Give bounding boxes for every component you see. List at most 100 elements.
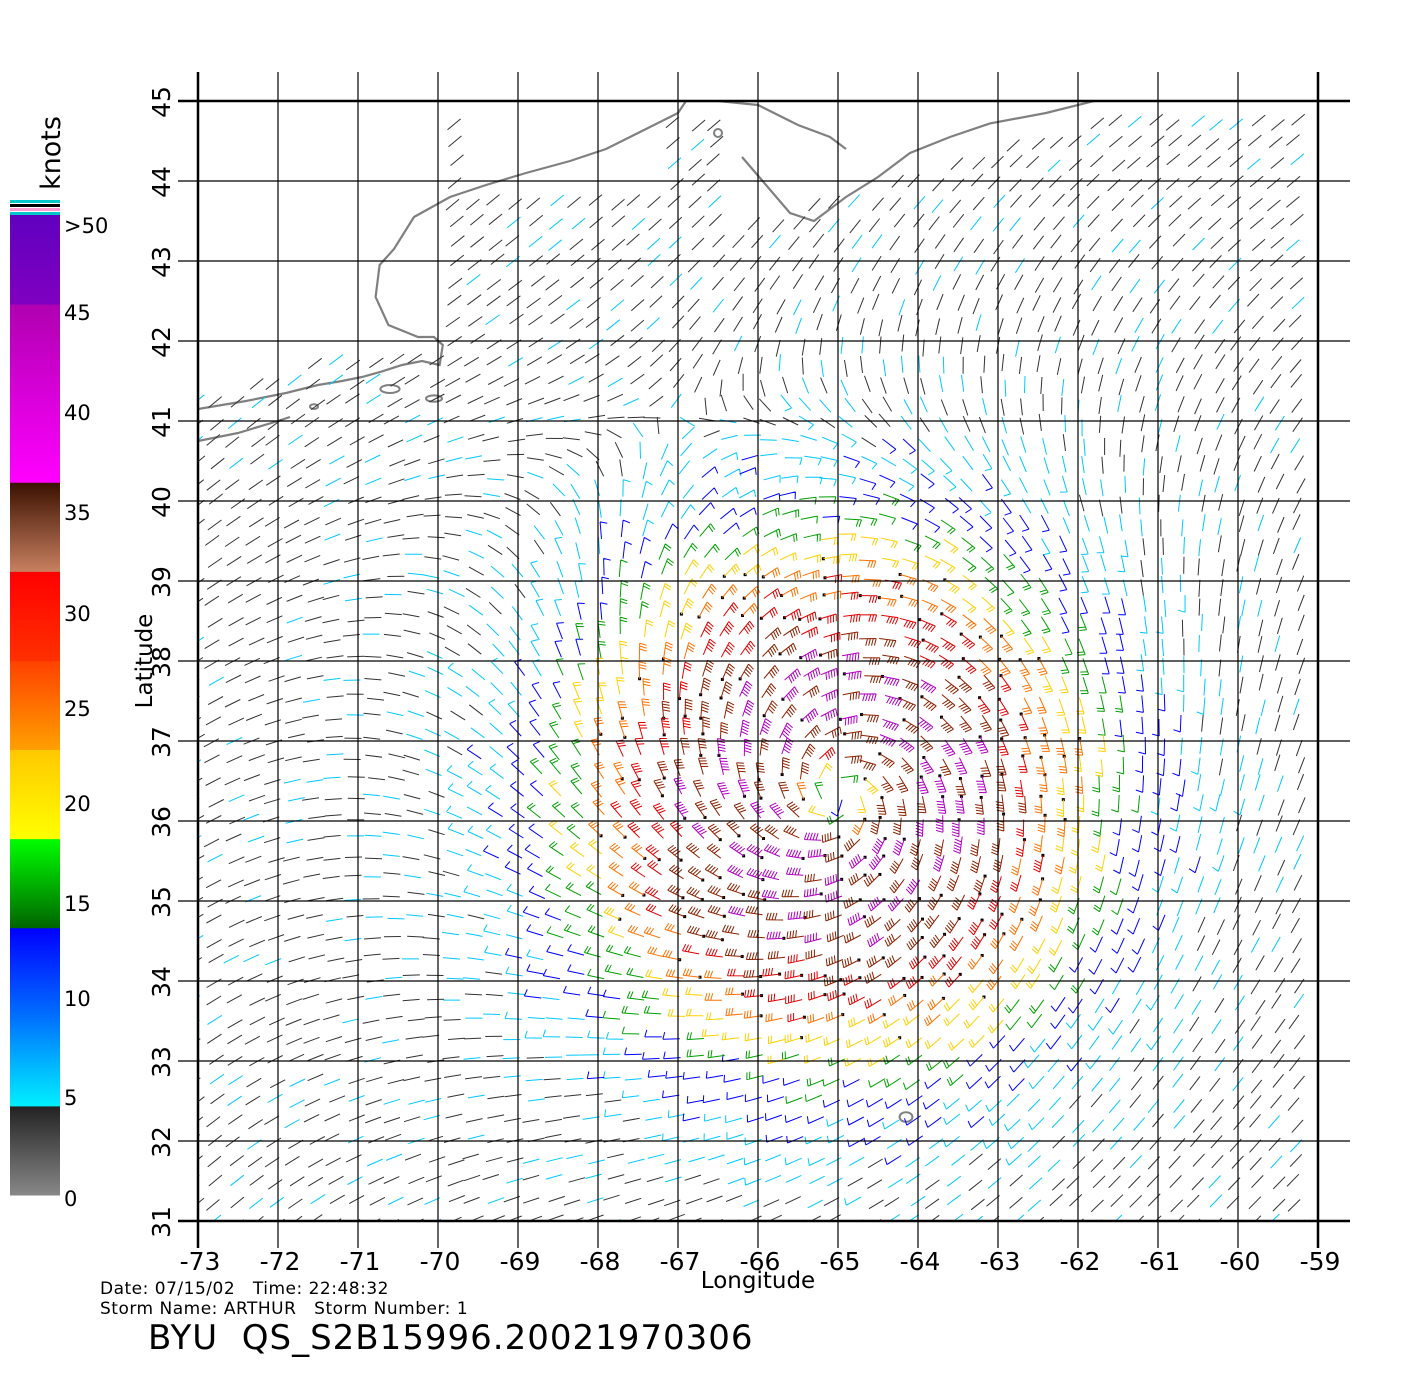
latitude-tick-label: 33 bbox=[147, 1046, 176, 1078]
rain-flag-dot bbox=[678, 958, 682, 962]
longitude-tick-label: -66 bbox=[740, 1247, 781, 1276]
rain-flag-dot bbox=[902, 976, 906, 980]
rain-flag-dot bbox=[660, 794, 664, 798]
wind-barb-group bbox=[548, 533, 1106, 1067]
rain-flag-dot bbox=[1022, 838, 1026, 842]
rain-flag-dot bbox=[943, 932, 947, 936]
rain-flag-dot bbox=[921, 638, 925, 642]
axis-tick-labels: -73 -72 -71 -70 -69 -68 -67 -66 -65 -64 -63 -62 -61 -… bbox=[147, 86, 1340, 1276]
longitude-tick-label: -59 bbox=[1300, 1247, 1341, 1276]
rain-flag-dot bbox=[842, 672, 846, 676]
longitude-tick-label: -64 bbox=[900, 1247, 941, 1276]
rain-flag-dot bbox=[717, 753, 721, 757]
rain-flag-dot bbox=[898, 697, 902, 701]
rain-flag-dot bbox=[799, 656, 803, 660]
colorbar-label: 25 bbox=[64, 697, 91, 721]
colorbar-band bbox=[10, 571, 60, 661]
rain-flag-dot bbox=[679, 858, 683, 862]
rain-flag-dot bbox=[759, 796, 763, 800]
rain-flag-dot bbox=[957, 818, 961, 822]
colorbar-swatch bbox=[10, 212, 60, 215]
wind-barb-group bbox=[588, 559, 1084, 1027]
rain-flag-dot bbox=[742, 596, 746, 600]
rain-flag-dot bbox=[880, 796, 884, 800]
wind-barb-group bbox=[526, 493, 1141, 1104]
rain-flag-dot bbox=[1078, 736, 1082, 740]
rain-flag-dot bbox=[720, 677, 724, 681]
rain-flag-dot bbox=[623, 735, 627, 739]
colorbar-band bbox=[10, 215, 60, 305]
rain-flag-dot bbox=[722, 896, 726, 900]
rain-flag-dot bbox=[958, 972, 962, 976]
rain-flag-dot bbox=[842, 992, 846, 996]
rain-flag-dot bbox=[902, 718, 906, 722]
rain-flag-dot bbox=[698, 975, 702, 979]
rain-flag-dot bbox=[1020, 917, 1024, 921]
colorbar-label: 30 bbox=[64, 602, 91, 626]
colorbar-label: >50 bbox=[64, 214, 108, 238]
colorbar-band bbox=[10, 838, 60, 929]
rain-flag-dot bbox=[939, 715, 943, 719]
longitude-tick-label: -60 bbox=[1220, 1247, 1261, 1276]
rain-flag-dot bbox=[938, 774, 942, 778]
wind-barb-group bbox=[673, 648, 989, 948]
rain-flag-dot bbox=[699, 716, 703, 720]
rain-flag-dot bbox=[843, 732, 847, 736]
rain-flag-dot bbox=[683, 816, 687, 820]
rain-flag-dot bbox=[978, 696, 982, 700]
rain-flag-dot bbox=[620, 777, 624, 781]
latitude-tick-label: 42 bbox=[147, 326, 176, 358]
wind-barb-group bbox=[610, 574, 1044, 1023]
rain-flag-dot bbox=[741, 892, 745, 896]
longitude-tick-label: -70 bbox=[420, 1247, 461, 1276]
rain-flag-dot bbox=[878, 872, 882, 876]
island-outline bbox=[713, 128, 723, 138]
longitude-tick-label: -71 bbox=[340, 1247, 381, 1276]
latitude-tick-label: 40 bbox=[147, 486, 176, 518]
longitude-tick-label: -61 bbox=[1140, 1247, 1181, 1276]
storm-name-value: ARTHUR bbox=[223, 1299, 297, 1319]
product-id: BYU QS_S2B15996.20021970306 bbox=[148, 1318, 754, 1358]
wind-barb-group bbox=[466, 438, 1201, 1166]
longitude-tick-label: -73 bbox=[180, 1247, 221, 1276]
colorbar-label: 0 bbox=[64, 1187, 77, 1211]
coastline bbox=[198, 101, 1099, 1123]
latitude-tick-label: 38 bbox=[147, 646, 176, 678]
latitude-tick-label: 32 bbox=[147, 1126, 176, 1158]
rain-flag-dot bbox=[801, 856, 805, 860]
latitude-tick-label: 36 bbox=[147, 806, 176, 838]
rain-flag-dot bbox=[1041, 853, 1045, 857]
latitude-tick-label: 41 bbox=[147, 406, 176, 438]
coastline-segment bbox=[198, 415, 291, 443]
colorbar-swatch bbox=[10, 204, 60, 207]
colorbar-unit-label: knots bbox=[36, 116, 67, 190]
rain-flag-dot bbox=[920, 936, 924, 940]
colorbar-band bbox=[10, 749, 60, 840]
longitude-tick-label: -72 bbox=[260, 1247, 301, 1276]
wind-speed-colorbar: >50 45 40 35 30 25 20 15 10 5 0 bbox=[10, 200, 108, 1211]
island-outline bbox=[309, 403, 319, 411]
colorbar-label: 40 bbox=[64, 401, 91, 425]
date-value: 07/15/02 bbox=[154, 1279, 236, 1299]
storm-name-label: Storm Name: bbox=[100, 1299, 218, 1319]
colorbar-swatch bbox=[10, 208, 60, 211]
latitude-tick-label: 45 bbox=[147, 86, 176, 118]
time-label: Time: bbox=[252, 1279, 303, 1299]
rain-flag-dot bbox=[678, 697, 682, 701]
rain-flag-dot bbox=[959, 794, 963, 798]
latitude-tick-label: 35 bbox=[147, 886, 176, 918]
latitude-tick-label: 37 bbox=[147, 726, 176, 758]
rain-flag-dot bbox=[722, 914, 726, 918]
y-axis-label: Latitude bbox=[132, 614, 158, 709]
rain-flag-dot bbox=[1019, 712, 1023, 716]
rain-flag-dot bbox=[762, 836, 766, 840]
date-label: Date: bbox=[100, 1279, 149, 1299]
colorbar-band bbox=[10, 1105, 60, 1196]
rain-flag-dot bbox=[760, 856, 764, 860]
rain-flag-dot bbox=[760, 994, 764, 998]
rain-flag-dot bbox=[922, 755, 926, 759]
colorbar-band bbox=[10, 482, 60, 572]
rain-flag-dot bbox=[699, 693, 703, 697]
longitude-tick-label: -67 bbox=[660, 1247, 701, 1276]
colorbar-band bbox=[10, 1016, 60, 1107]
